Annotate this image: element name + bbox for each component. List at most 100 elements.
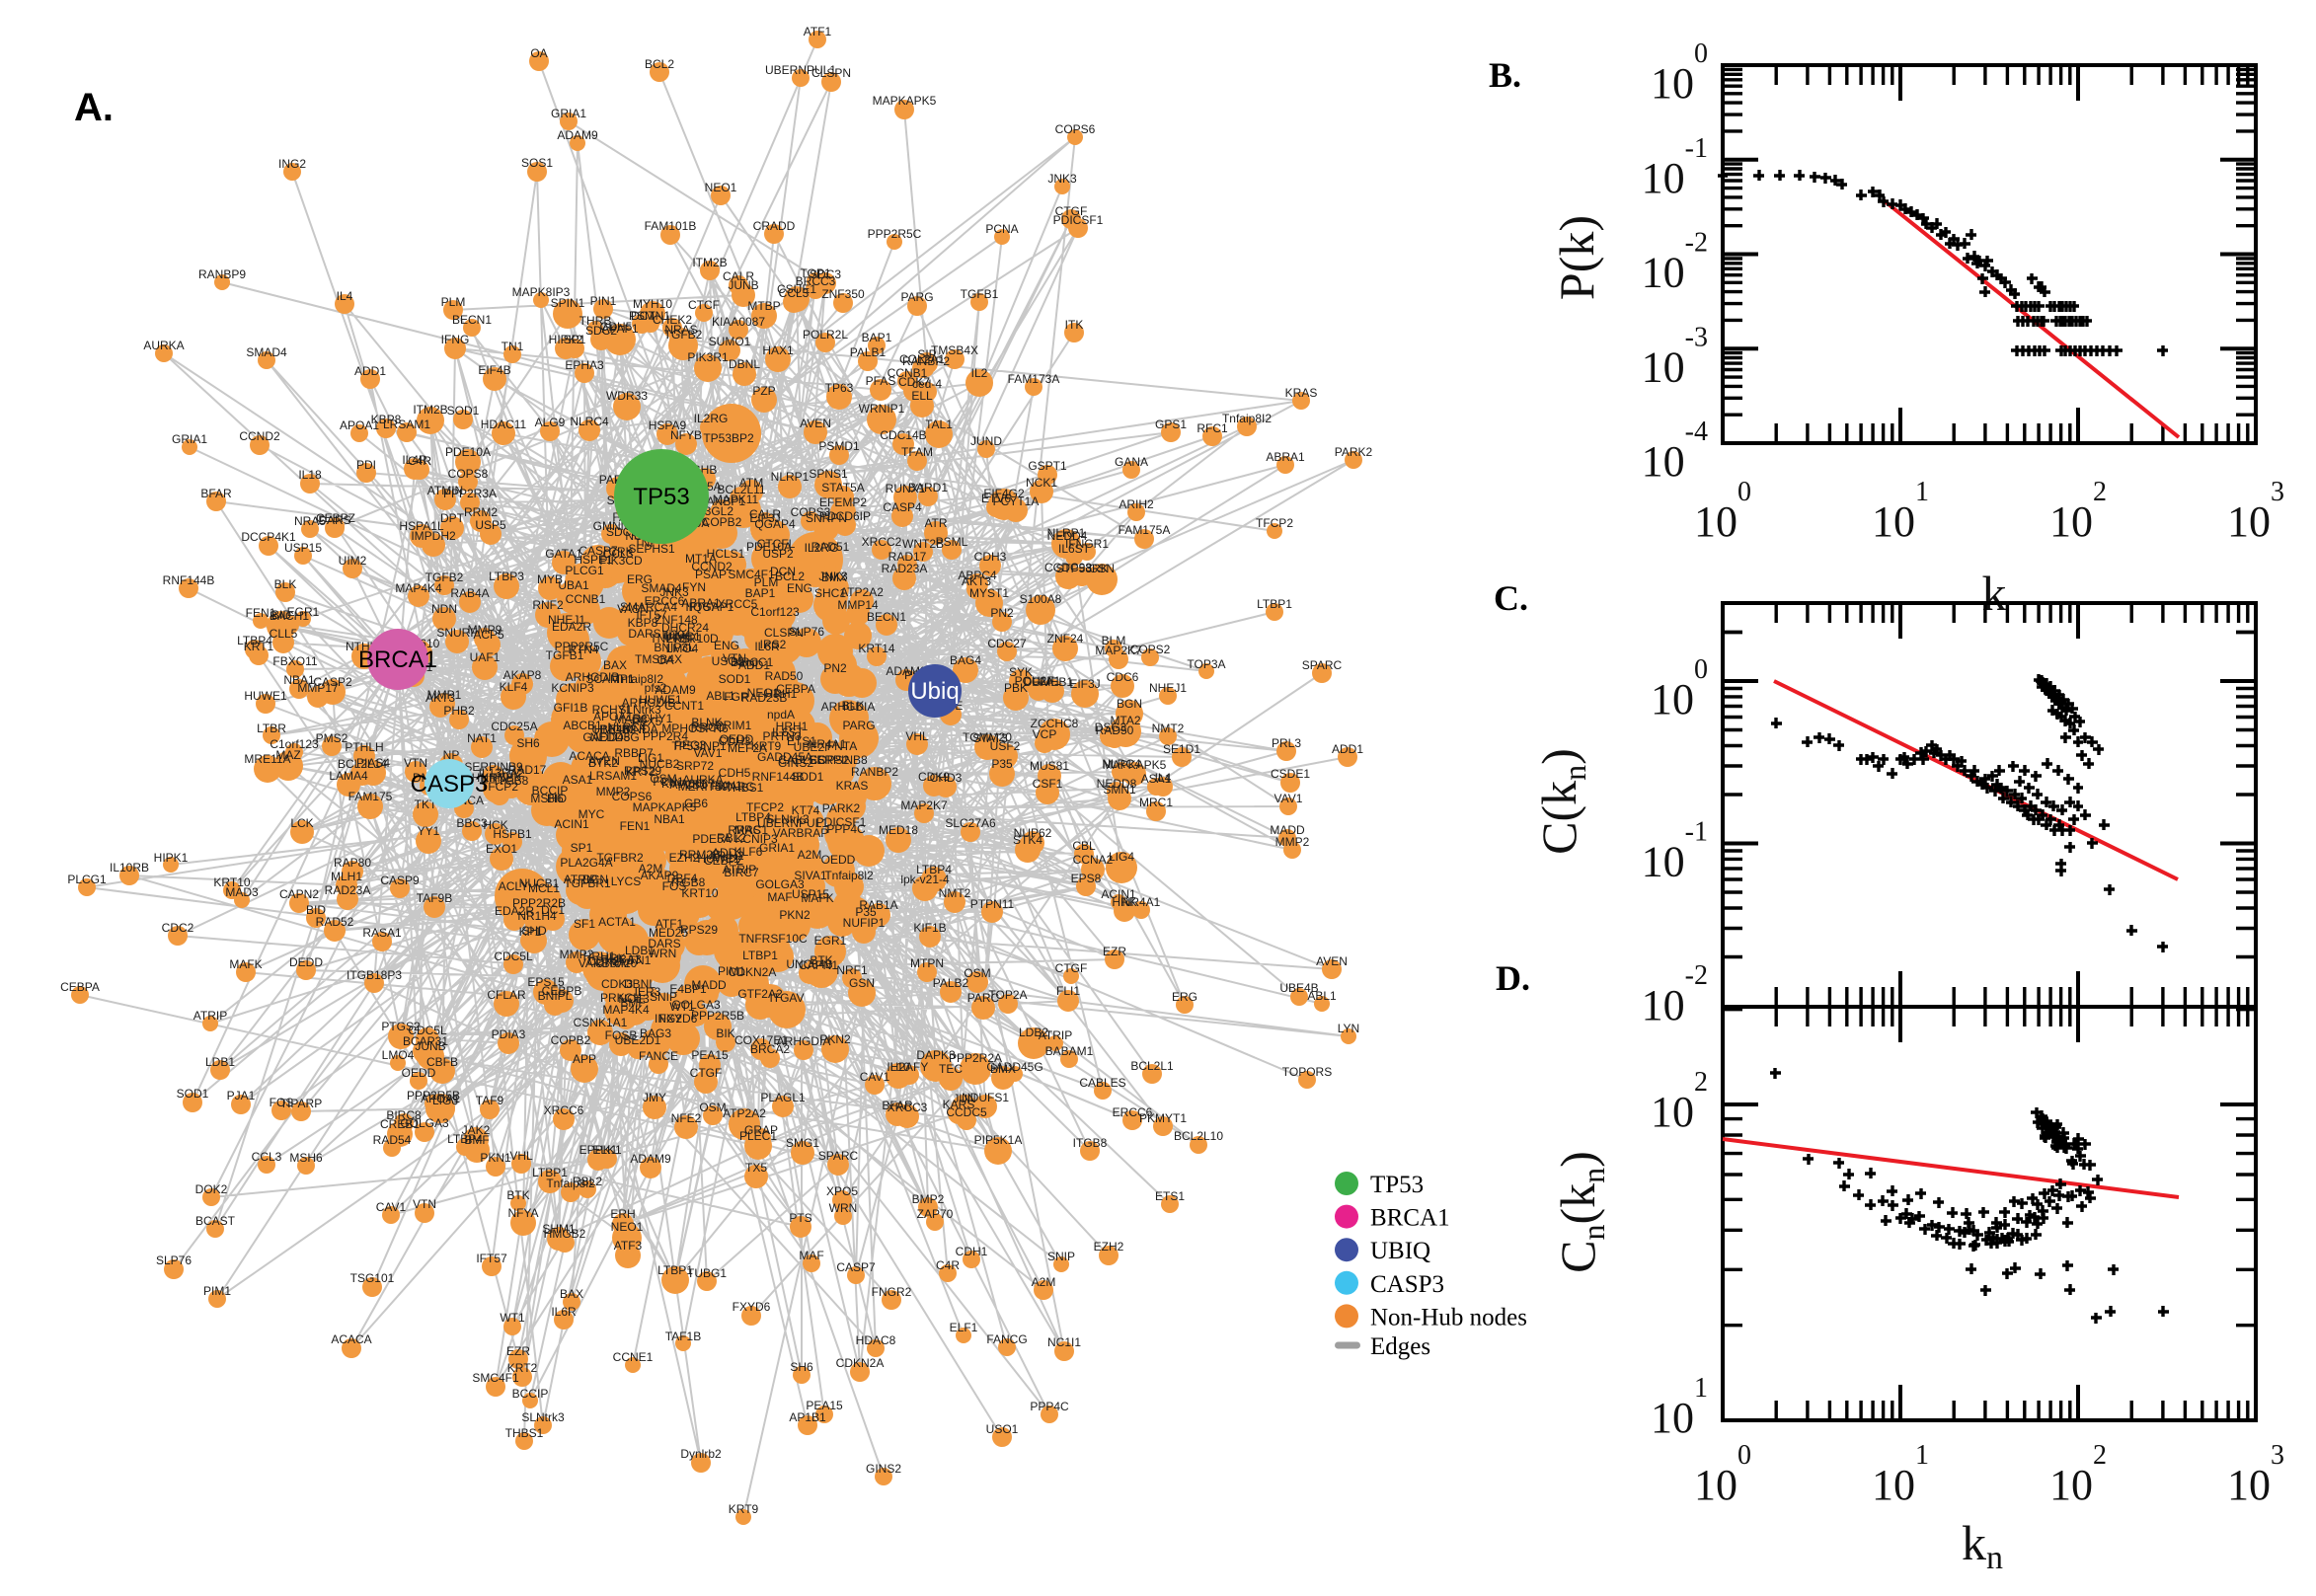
svg-text:SMG1: SMG1 — [786, 1136, 819, 1150]
svg-text:PDCD6IP: PDCD6IP — [819, 509, 871, 523]
svg-text:MLH1: MLH1 — [331, 870, 362, 883]
svg-text:SNIP: SNIP — [650, 990, 677, 1004]
svg-text:PRKCH: PRKCH — [600, 991, 642, 1005]
svg-text:FXYD6: FXYD6 — [659, 1012, 698, 1026]
svg-text:HIPK2: HIPK2 — [549, 333, 583, 346]
svg-text:TFCP2: TFCP2 — [746, 800, 784, 814]
svg-text:CSNK1A1: CSNK1A1 — [574, 1016, 628, 1029]
svg-text:HSPA1L: HSPA1L — [399, 519, 443, 533]
svg-text:MT1A: MT1A — [685, 552, 717, 566]
svg-text:PDE10A: PDE10A — [746, 540, 792, 554]
svg-text:STK4: STK4 — [1013, 833, 1042, 847]
svg-text:MSH6: MSH6 — [289, 1151, 323, 1165]
svg-text:AP1B1: AP1B1 — [789, 1410, 826, 1424]
svg-text:SMARCA4: SMARCA4 — [620, 600, 677, 614]
svg-text:PIM1: PIM1 — [718, 964, 745, 978]
svg-text:MRE11A: MRE11A — [244, 752, 290, 766]
svg-text:GMEB1: GMEB1 — [1032, 675, 1073, 689]
svg-text:LTBP4: LTBP4 — [447, 1132, 483, 1146]
svg-text:TFAM: TFAM — [901, 445, 933, 459]
svg-text:SYK: SYK — [1009, 665, 1033, 679]
svg-text:UNC84B: UNC84B — [786, 957, 832, 971]
svg-text:ERG: ERG — [627, 572, 653, 586]
svg-text:CDK9: CDK9 — [918, 770, 950, 784]
svg-text:CASP7: CASP7 — [836, 1260, 876, 1274]
svg-text:PARK2: PARK2 — [1335, 445, 1373, 459]
svg-text:NBA1: NBA1 — [283, 673, 315, 687]
svg-text:PCNA: PCNA — [985, 222, 1018, 236]
svg-text:RAB4A: RAB4A — [450, 586, 489, 600]
svg-text:IFT57: IFT57 — [685, 600, 717, 614]
svg-text:RRM2: RRM2 — [464, 505, 498, 519]
svg-text:BCL2: BCL2 — [775, 570, 805, 583]
svg-text:C.: C. — [1494, 578, 1528, 618]
svg-text:LRSAM1: LRSAM1 — [589, 769, 637, 783]
svg-text:TGFBR2: TGFBR2 — [596, 851, 644, 865]
svg-text:LIG4: LIG4 — [1109, 850, 1134, 864]
svg-text:ADD1: ADD1 — [1332, 742, 1363, 756]
svg-text:NC1I1: NC1I1 — [1047, 1335, 1081, 1349]
svg-text:CASP9: CASP9 — [380, 874, 420, 887]
svg-text:SLNtrk3: SLNtrk3 — [766, 812, 810, 826]
svg-text:LMO4: LMO4 — [382, 1048, 415, 1062]
svg-text:SNRPN: SNRPN — [806, 511, 847, 525]
svg-text:WRN: WRN — [829, 1201, 858, 1215]
svg-text:BCL2L10: BCL2L10 — [1174, 1129, 1223, 1143]
svg-text:MAPK11: MAPK11 — [713, 493, 759, 506]
svg-text:MAD3: MAD3 — [614, 713, 648, 726]
svg-text:HUWE1: HUWE1 — [244, 689, 287, 703]
svg-text:ACACA: ACACA — [569, 749, 609, 763]
svg-text:CTGF: CTGF — [690, 1066, 723, 1080]
svg-text:USP15: USP15 — [284, 541, 322, 555]
svg-text:BLK: BLK — [842, 699, 865, 713]
svg-text:MTBP: MTBP — [747, 299, 780, 313]
svg-text:LDB1: LDB1 — [625, 944, 655, 957]
svg-text:H2AFY: H2AFY — [890, 1060, 929, 1074]
svg-text:GFI1B: GFI1B — [554, 701, 588, 715]
svg-text:GOLGA3: GOLGA3 — [671, 998, 721, 1012]
svg-text:PTS: PTS — [789, 1211, 811, 1225]
svg-text:KRT2: KRT2 — [626, 765, 656, 779]
svg-text:HSPB1: HSPB1 — [493, 827, 532, 841]
svg-text:BFAR: BFAR — [200, 487, 232, 500]
svg-text:PIM1: PIM1 — [203, 1284, 231, 1298]
svg-text:HUWE1: HUWE1 — [639, 693, 682, 707]
svg-text:TGFB2: TGFB2 — [664, 328, 703, 342]
svg-text:AVEN: AVEN — [588, 754, 620, 768]
svg-text:MMP2: MMP2 — [596, 785, 631, 798]
svg-text:KRT14: KRT14 — [858, 642, 894, 655]
svg-text:A2M: A2M — [798, 848, 822, 862]
svg-text:ITGAV: ITGAV — [769, 991, 804, 1005]
svg-text:IL13RA2: IL13RA2 — [479, 766, 525, 780]
svg-text:EZH2: EZH2 — [1094, 1240, 1124, 1254]
svg-text:TN1: TN1 — [502, 340, 524, 353]
svg-text:GSPT1: GSPT1 — [1028, 459, 1067, 473]
svg-text:TSG101: TSG101 — [350, 1271, 395, 1285]
svg-text:SEPHS1: SEPHS1 — [628, 542, 675, 556]
svg-text:NDN: NDN — [431, 602, 457, 616]
svg-text:JNK3: JNK3 — [818, 570, 848, 583]
svg-text:NEO1: NEO1 — [705, 181, 737, 194]
svg-text:MAP4K4: MAP4K4 — [395, 581, 442, 595]
svg-text:BARD1: BARD1 — [908, 481, 948, 494]
svg-text:LCK: LCK — [290, 816, 313, 830]
svg-text:ABCB1: ABCB1 — [563, 719, 602, 732]
svg-text:RAB1A: RAB1A — [859, 898, 897, 912]
svg-text:LIG3: LIG3 — [432, 1094, 458, 1107]
svg-text:KBP8: KBP8 — [628, 616, 658, 630]
svg-text:TP53BP2: TP53BP2 — [703, 431, 754, 445]
svg-text:RRAS: RRAS — [728, 823, 760, 837]
svg-text:PKN1: PKN1 — [711, 779, 742, 793]
svg-text:ASA1: ASA1 — [563, 773, 593, 787]
svg-text:GANA: GANA — [1115, 455, 1148, 469]
svg-text:RAD23A: RAD23A — [325, 883, 371, 897]
svg-text:THBS1: THBS1 — [505, 1426, 544, 1440]
svg-text:ATR: ATR — [924, 516, 947, 530]
svg-text:Ifi204: Ifi204 — [661, 628, 691, 642]
svg-text:IFT57: IFT57 — [476, 1252, 507, 1265]
svg-text:IL2: IL2 — [971, 366, 988, 380]
svg-text:PIK3R1: PIK3R1 — [687, 350, 729, 364]
svg-text:CDH3: CDH3 — [719, 734, 751, 748]
svg-text:BCL2L11: BCL2L11 — [717, 483, 765, 496]
svg-text:FOS: FOS — [662, 879, 687, 893]
